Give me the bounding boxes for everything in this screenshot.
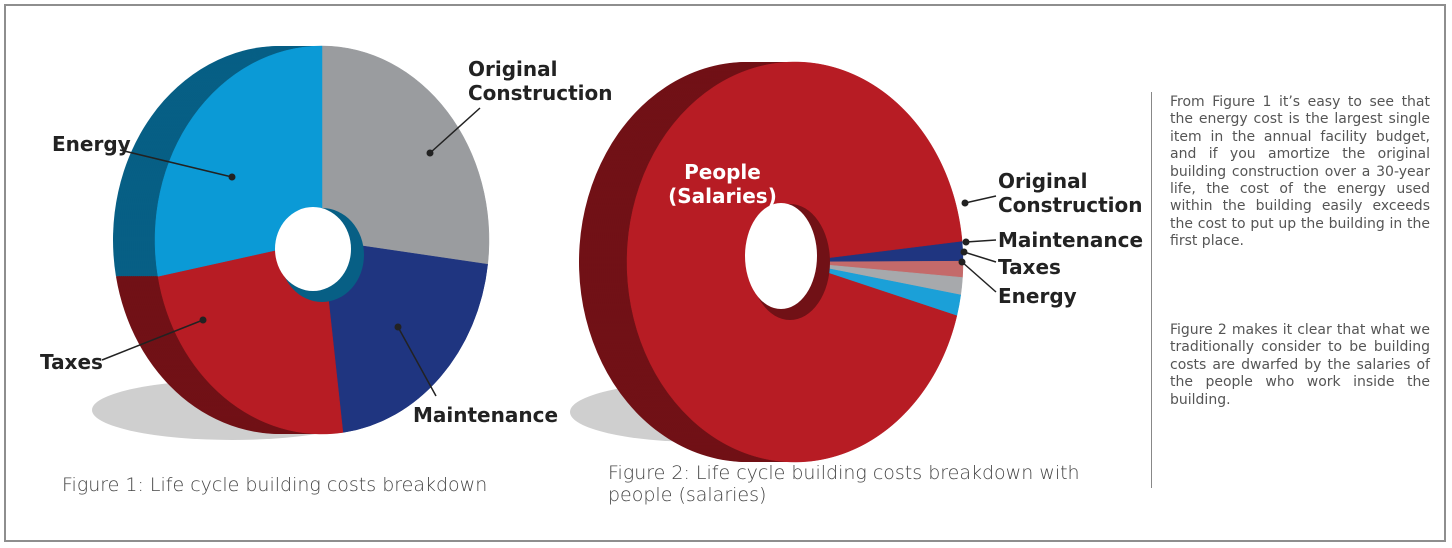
slice-label: Original Construction bbox=[998, 169, 1143, 217]
slice-label: Taxes bbox=[40, 350, 103, 374]
hole bbox=[275, 207, 351, 291]
frame bbox=[4, 4, 1446, 542]
slice bbox=[154, 45, 323, 277]
caption: Figure 1: Life cycle building costs brea… bbox=[62, 474, 488, 496]
slice-label: Energy bbox=[998, 284, 1077, 308]
leader-line bbox=[964, 195, 997, 204]
leader-line bbox=[119, 149, 233, 178]
slice bbox=[321, 239, 488, 433]
leader-dot bbox=[228, 173, 236, 181]
slice-label: Original Construction bbox=[468, 57, 613, 105]
leader-line bbox=[429, 107, 481, 154]
leader-dot bbox=[394, 323, 402, 331]
leader-line bbox=[961, 261, 997, 293]
leader-line bbox=[963, 251, 997, 263]
slice bbox=[321, 45, 490, 265]
leader-dot bbox=[958, 258, 966, 266]
leader-dot bbox=[961, 199, 969, 207]
slice-label: Taxes bbox=[998, 255, 1061, 279]
sidebar-rule bbox=[1151, 92, 1152, 488]
hole bbox=[745, 203, 817, 309]
slice-label: Energy bbox=[52, 132, 131, 156]
slice-label: Maintenance bbox=[998, 228, 1144, 252]
leader-line bbox=[397, 326, 437, 397]
leader-line bbox=[101, 319, 204, 361]
caption: Figure 2: Life cycle building costs brea… bbox=[608, 462, 1080, 506]
leader-dot bbox=[426, 149, 434, 157]
sidebar-paragraph: Figure 2 makes it clear that what we tra… bbox=[1170, 322, 1430, 408]
slice-label: Maintenance bbox=[413, 403, 559, 427]
leader-dot bbox=[962, 238, 970, 246]
leader-line bbox=[965, 239, 997, 243]
sidebar-paragraph: From Figure 1 it’s easy to see that the … bbox=[1170, 94, 1430, 250]
leader-dot bbox=[199, 316, 207, 324]
slice-label: People (Salaries) bbox=[668, 160, 777, 208]
leader-dot bbox=[960, 248, 968, 256]
